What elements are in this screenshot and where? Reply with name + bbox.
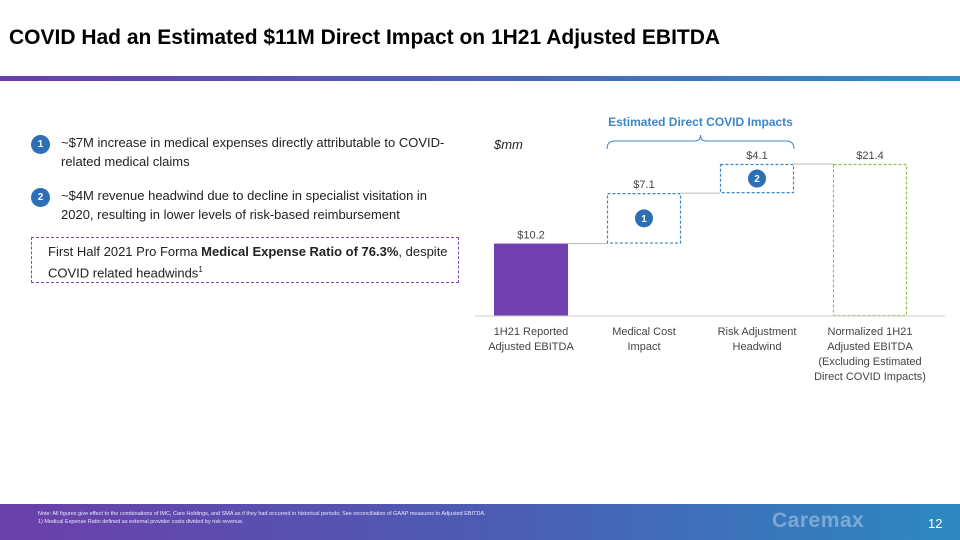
- category-label: Direct COVID Impacts): [814, 371, 926, 383]
- bullet-text: ~$7M increase in medical expenses direct…: [61, 135, 445, 169]
- bullet-list: 1 ~$7M increase in medical expenses dire…: [31, 133, 461, 239]
- category-label: Impact: [627, 341, 660, 353]
- footnote-marker: 1: [198, 265, 203, 274]
- bullet-item: 1 ~$7M increase in medical expenses dire…: [31, 133, 461, 171]
- marker-number: 2: [754, 174, 760, 185]
- bullet-item: 2 ~$4M revenue headwind due to decline i…: [31, 186, 461, 224]
- footer-footnote: 1) Medical Expense Ratio defined as exte…: [38, 519, 244, 525]
- bullet-number-badge: 1: [31, 135, 50, 154]
- category-label: Adjusted EBITDA: [827, 341, 913, 353]
- category-label: (Excluding Estimated: [818, 356, 921, 368]
- value-label: $7.1: [633, 179, 654, 191]
- callout-prefix: First Half 2021 Pro Forma: [48, 244, 202, 259]
- medical-expense-ratio-callout: First Half 2021 Pro Forma Medical Expens…: [31, 237, 459, 283]
- page-number: 12: [928, 516, 943, 531]
- category-label: Adjusted EBITDA: [488, 341, 574, 353]
- bar: [606, 193, 682, 244]
- category-label: 1H21 Reported: [494, 326, 569, 338]
- bullet-number-badge: 2: [31, 188, 50, 207]
- value-label: $4.1: [746, 150, 767, 162]
- page-title: COVID Had an Estimated $11M Direct Impac…: [9, 26, 721, 49]
- waterfall-chart: $mm Estimated Direct COVID Impacts $10.2 $7…: [475, 115, 945, 383]
- callout-bold-text: Medical Expense Ratio of 76.3%: [201, 244, 399, 259]
- bullet-text: ~$4M revenue headwind due to decline in …: [61, 188, 428, 222]
- marker-badge: [635, 209, 653, 228]
- footer-note: Note: All figures give effect to the com…: [38, 511, 486, 517]
- category-label: Risk Adjustment: [718, 326, 797, 338]
- bracket-label: Estimated Direct COVID Impacts: [608, 115, 793, 129]
- bar: [494, 243, 568, 316]
- category-label: Normalized 1H21: [828, 326, 913, 338]
- bar: [719, 163, 795, 194]
- category-label: Headwind: [733, 341, 782, 353]
- impact-bracket: [606, 134, 795, 150]
- marker-badge: [748, 169, 766, 188]
- value-label: $21.4: [856, 150, 884, 162]
- category-label: Medical Cost: [612, 326, 676, 338]
- callout-suffix: , despite COVID related headwinds: [48, 244, 448, 281]
- marker-number: 1: [641, 214, 647, 225]
- caremax-logo: Caremax: [772, 509, 865, 532]
- value-label: $10.2: [517, 230, 545, 242]
- footer-bar: Note: All figures give effect to the com…: [0, 504, 960, 540]
- unit-label: $mm: [493, 137, 523, 152]
- bar: [832, 163, 908, 317]
- title-divider: [0, 76, 960, 81]
